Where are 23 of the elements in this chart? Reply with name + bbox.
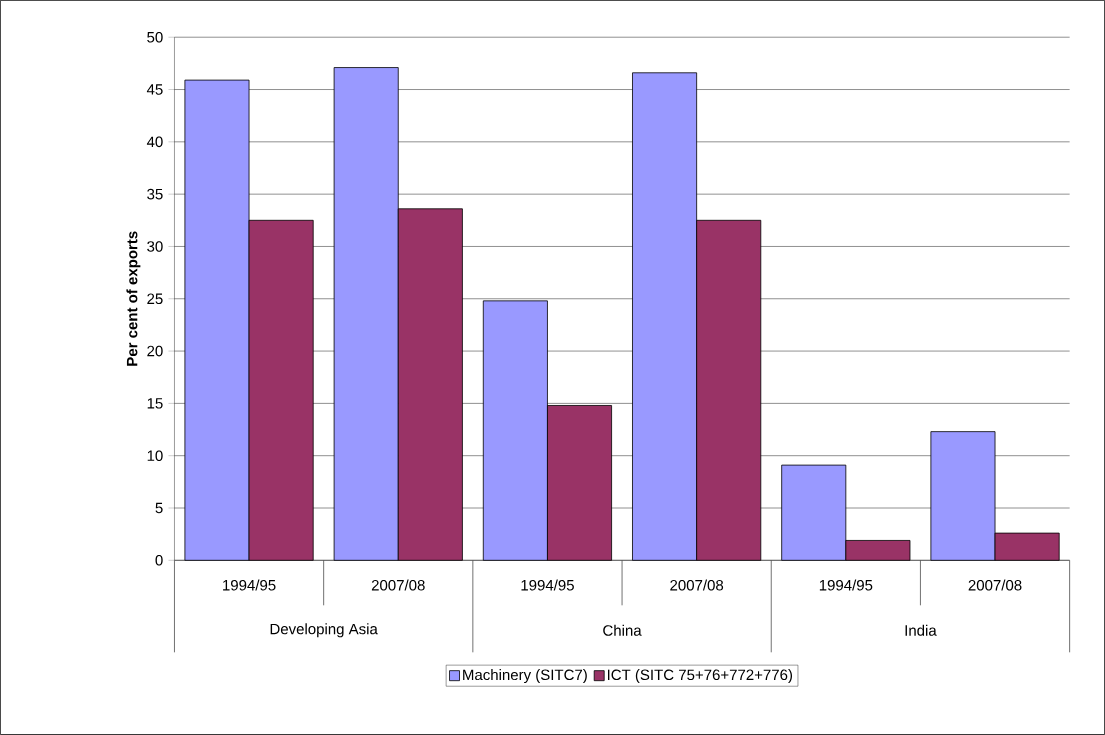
y-tick-label: 30 [147, 241, 163, 252]
x-tick-label: 2007/08 [968, 579, 1022, 591]
y-tick-label: 35 [147, 188, 163, 200]
legend-label: ICT (SITC 75+76+772+776) [607, 669, 793, 684]
y-tick-label: 40 [146, 136, 163, 148]
text: India [905, 624, 937, 636]
y-tick-label: 45 [146, 84, 163, 95]
y-axis-title: Per cent of exports [126, 231, 141, 366]
x-tick-label: 2007/08 [670, 579, 724, 591]
text: China [603, 624, 642, 636]
y-tick-label: 0 [155, 555, 163, 566]
x-tick-label: 1994/95 [223, 579, 276, 591]
x-tick-label: 1994/95 [521, 579, 574, 591]
y-tick-label: 10 [147, 450, 163, 462]
y-tick-label: 15 [147, 398, 163, 409]
legend-label: Machinery (SITC7) [463, 669, 587, 684]
y-tick-label: 20 [147, 345, 163, 357]
x-tick-label: 2007/08 [371, 579, 425, 591]
y-tick-label: 25 [147, 293, 163, 305]
y-tick-label: 5 [155, 502, 163, 514]
y-tick-label: 50 [147, 31, 163, 43]
text: Developing Asia [270, 623, 378, 638]
x-tick-label: 1994/95 [819, 579, 873, 591]
